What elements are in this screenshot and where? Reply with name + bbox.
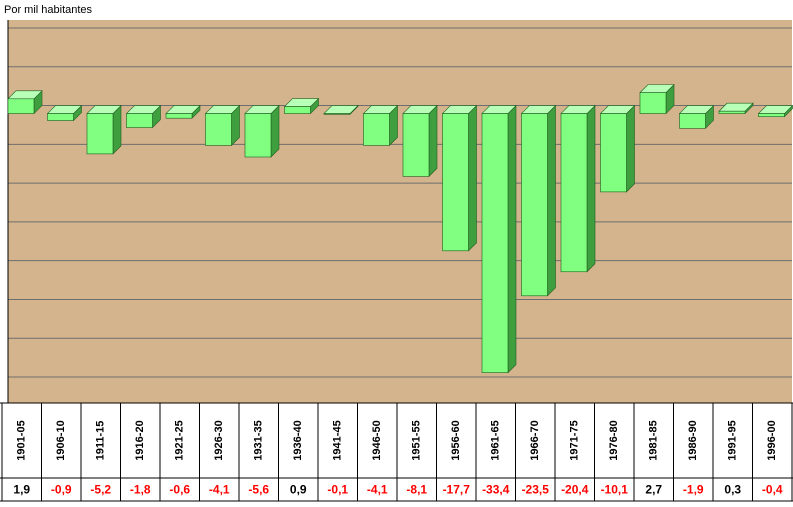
value-label: 1,9 [13, 483, 30, 497]
x-tick-label: 1911-15 [95, 421, 107, 461]
bar [47, 113, 74, 121]
bar [165, 113, 193, 119]
value-label: -1,9 [683, 483, 704, 497]
value-label: -0,6 [169, 483, 190, 497]
bar [758, 113, 785, 117]
x-tick-label: 1991-95 [727, 420, 739, 460]
bar [718, 110, 746, 114]
value-label: -0,1 [327, 483, 348, 497]
bar [442, 113, 469, 252]
x-tick-label: 1956-60 [450, 420, 462, 460]
bar [600, 113, 627, 193]
bar-side [468, 104, 477, 252]
x-tick-label: 1976-80 [608, 420, 620, 460]
bar [481, 113, 509, 373]
value-label: -23,5 [522, 483, 550, 497]
bar [402, 113, 430, 177]
bar-side [112, 104, 122, 155]
bar [560, 113, 588, 273]
bar [363, 113, 390, 146]
bar [639, 92, 667, 114]
bar-side [586, 104, 596, 273]
value-label: -0,4 [762, 483, 783, 497]
bar-side [626, 104, 635, 193]
bar [323, 113, 351, 115]
x-tick-label: 1916-20 [134, 420, 146, 460]
bar-side [428, 104, 438, 178]
value-label: 0,9 [290, 483, 307, 497]
bar [7, 98, 35, 114]
bar [126, 113, 153, 128]
value-label: -8,1 [406, 483, 427, 497]
x-tick-label: 1941-45 [332, 420, 344, 460]
value-label: -5,6 [248, 483, 269, 497]
x-tick-label: 1961-65 [490, 420, 502, 460]
value-label: -4,1 [209, 483, 230, 497]
x-tick-label: 1906-10 [55, 420, 67, 460]
x-tick-label: 1951-55 [411, 420, 423, 460]
value-label: -33,4 [482, 483, 510, 497]
x-tick-label: 1986-90 [687, 420, 699, 460]
chart-subtitle: Por mil habitantes [4, 4, 93, 16]
bar [205, 113, 232, 146]
bar [284, 106, 311, 114]
value-label: 0,3 [724, 483, 741, 497]
value-label: -1,8 [130, 483, 151, 497]
value-label: -0,9 [51, 483, 72, 497]
value-label: -5,2 [90, 483, 111, 497]
bar-side [507, 104, 517, 374]
x-tick-label: 1901-05 [16, 420, 28, 460]
x-tick-label: 1981-85 [648, 420, 660, 460]
x-tick-label: 1926-30 [213, 420, 225, 460]
x-tick-label: 1996-00 [766, 420, 778, 460]
bar-side [547, 104, 556, 297]
bar [679, 113, 706, 129]
x-tick-label: 1946-50 [371, 420, 383, 460]
bar [244, 113, 272, 158]
x-tick-label: 1921-25 [174, 420, 186, 460]
x-tick-label: 1931-35 [253, 420, 265, 460]
x-tick-label: 1971-75 [569, 420, 581, 460]
value-label: -4,1 [367, 483, 388, 497]
value-label: -10,1 [601, 483, 629, 497]
value-label: 2,7 [645, 483, 662, 497]
x-tick-label: 1936-40 [292, 420, 304, 460]
value-label: -17,7 [443, 483, 471, 497]
bar [521, 113, 548, 297]
bar-side [270, 104, 280, 158]
x-tick-label: 1966-70 [529, 420, 541, 460]
value-label: -20,4 [561, 483, 589, 497]
plot-background [8, 20, 792, 403]
bar [86, 113, 114, 155]
